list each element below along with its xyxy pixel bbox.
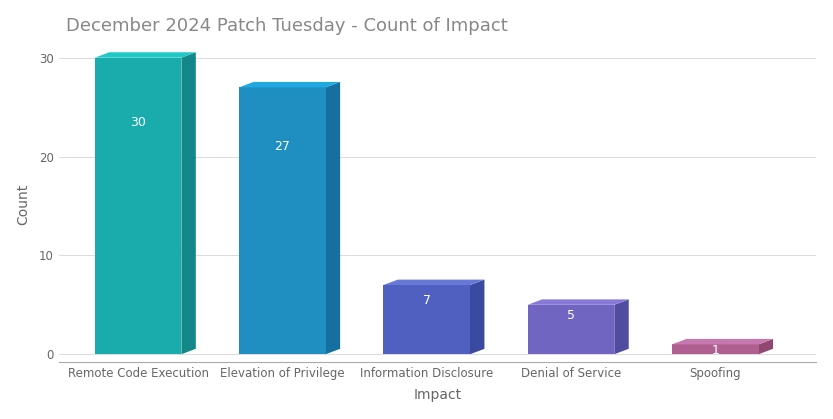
- Polygon shape: [528, 299, 629, 305]
- Polygon shape: [383, 279, 485, 285]
- Text: 7: 7: [422, 294, 431, 307]
- Bar: [528, 305, 614, 354]
- Bar: [383, 285, 470, 354]
- Text: 30: 30: [130, 116, 146, 129]
- Bar: [239, 88, 326, 354]
- Polygon shape: [95, 52, 196, 58]
- Polygon shape: [614, 299, 629, 354]
- Text: 5: 5: [567, 309, 575, 322]
- Text: December 2024 Patch Tuesday - Count of Impact: December 2024 Patch Tuesday - Count of I…: [67, 17, 508, 35]
- Polygon shape: [759, 339, 773, 354]
- Text: 1: 1: [711, 344, 719, 357]
- X-axis label: Impact: Impact: [413, 388, 461, 402]
- Polygon shape: [182, 52, 196, 354]
- Y-axis label: Count: Count: [17, 184, 31, 225]
- Bar: [672, 344, 759, 354]
- Polygon shape: [239, 82, 340, 88]
- Bar: [95, 58, 182, 354]
- Polygon shape: [326, 82, 340, 354]
- Polygon shape: [470, 279, 485, 354]
- Polygon shape: [672, 339, 773, 344]
- Text: 27: 27: [274, 140, 291, 153]
